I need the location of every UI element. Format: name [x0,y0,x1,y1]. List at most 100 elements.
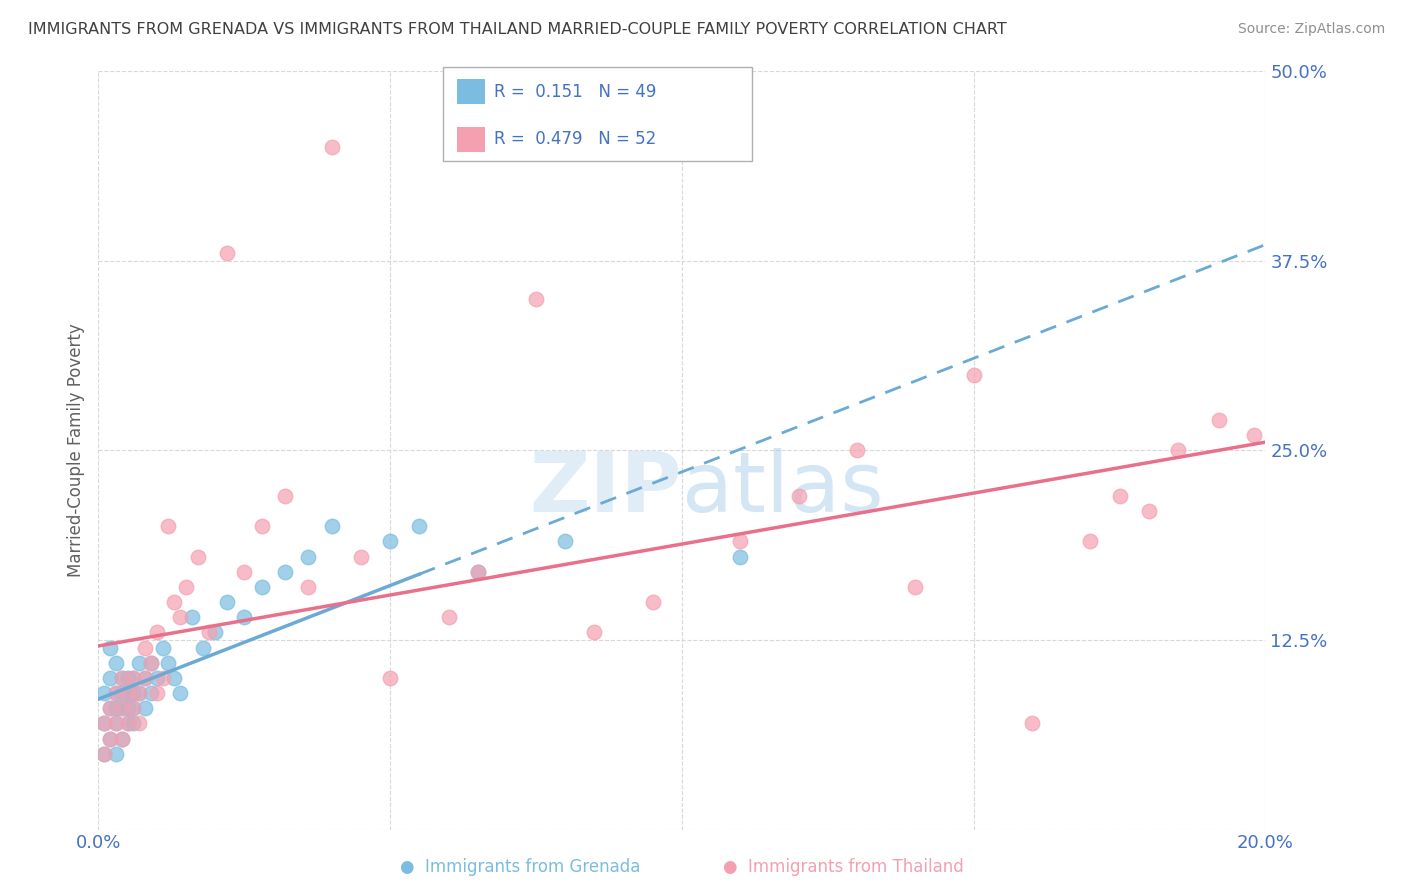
Point [122,701,145,715]
Point [146,686,169,700]
Point [93,716,115,731]
Point [122,671,145,685]
Point [1243,428,1265,442]
Point [104,656,127,670]
Point [321,519,343,533]
Text: Source: ZipAtlas.com: Source: ZipAtlas.com [1237,22,1385,37]
Point [730,534,752,549]
Point [193,640,215,655]
Point [274,565,297,579]
Point [380,534,402,549]
Point [111,701,134,715]
Point [583,625,606,640]
Point [98,701,121,715]
Point [98,731,121,746]
Point [467,565,489,579]
Point [93,716,115,731]
Point [180,610,202,624]
Point [554,534,576,549]
Point [122,686,145,700]
Point [98,640,121,655]
Point [187,549,209,564]
Point [730,549,752,564]
Point [408,519,430,533]
Point [122,701,145,715]
Point [215,246,238,260]
Point [93,686,115,700]
Point [1108,489,1130,503]
Point [122,716,145,731]
Point [233,610,256,624]
Point [128,656,150,670]
Point [93,747,115,761]
Point [111,671,134,685]
Point [98,671,121,685]
Point [117,686,139,700]
Point [904,580,927,594]
Point [122,671,145,685]
Point [93,747,115,761]
Point [139,656,162,670]
Point [128,716,150,731]
Point [169,686,191,700]
Point [111,731,134,746]
Point [350,549,373,564]
Point [1137,504,1160,518]
Point [134,671,156,685]
Point [152,640,174,655]
Text: R =  0.479   N = 52: R = 0.479 N = 52 [494,130,655,148]
Point [104,686,127,700]
Point [380,671,402,685]
Text: ●  Immigrants from Thailand: ● Immigrants from Thailand [723,858,965,876]
Point [139,656,162,670]
Point [128,686,150,700]
Point [104,747,127,761]
Text: IMMIGRANTS FROM GRENADA VS IMMIGRANTS FROM THAILAND MARRIED-COUPLE FAMILY POVERT: IMMIGRANTS FROM GRENADA VS IMMIGRANTS FR… [28,22,1007,37]
Point [117,671,139,685]
Point [104,701,127,715]
Point [146,671,169,685]
Text: ●  Immigrants from Grenada: ● Immigrants from Grenada [401,858,640,876]
Point [111,701,134,715]
Text: ZIP: ZIP [530,448,682,529]
Point [157,656,180,670]
Point [204,625,226,640]
Point [163,671,186,685]
Point [198,625,221,640]
Point [139,686,162,700]
Point [134,701,156,715]
Point [233,565,256,579]
Point [641,595,664,609]
Point [146,625,169,640]
Point [104,716,127,731]
Point [117,716,139,731]
Point [169,610,191,624]
Point [467,565,489,579]
Point [152,671,174,685]
Point [134,640,156,655]
Point [104,686,127,700]
Point [846,443,869,458]
Point [297,549,319,564]
Point [437,610,460,624]
Point [134,671,156,685]
Point [250,580,273,594]
Point [215,595,238,609]
Point [117,716,139,731]
Point [1021,716,1043,731]
Point [787,489,810,503]
Point [174,580,197,594]
Point [274,489,297,503]
Point [962,368,984,382]
Point [157,519,180,533]
Point [111,731,134,746]
Text: atlas: atlas [682,448,883,529]
Point [111,671,134,685]
Point [321,140,343,154]
Point [98,701,121,715]
Point [1208,413,1230,427]
Point [128,686,150,700]
Text: R =  0.151   N = 49: R = 0.151 N = 49 [494,83,655,101]
Y-axis label: Married-Couple Family Poverty: Married-Couple Family Poverty [66,324,84,577]
Point [104,716,127,731]
